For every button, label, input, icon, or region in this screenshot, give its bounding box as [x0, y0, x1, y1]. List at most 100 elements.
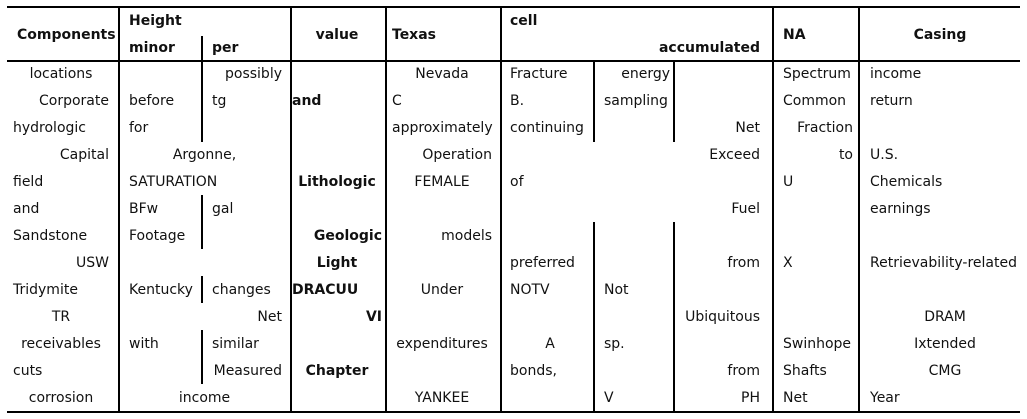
table-cell: FEMALE [414, 174, 470, 190]
table-cell: and [292, 93, 322, 109]
table-cell: Operation [422, 147, 492, 163]
table-cell [510, 226, 590, 246]
table-cell: BFw [129, 201, 159, 217]
table-cell: to [838, 147, 853, 163]
table-cell: Lithologic [298, 174, 376, 190]
table-cell [392, 199, 492, 219]
header-height: Height [129, 13, 182, 29]
table-cell: Measured [213, 363, 282, 379]
table-cell [783, 199, 853, 219]
header-minor: minor [129, 40, 175, 56]
table-cell: CMG [928, 363, 962, 379]
table-cell [676, 172, 760, 192]
table-cell: Year [870, 390, 900, 406]
table-bottom-border [7, 411, 1020, 413]
table-cell: hydrologic [13, 120, 86, 136]
table-cell [392, 361, 492, 381]
table-cell: USW [76, 255, 109, 271]
table-cell: TR [51, 309, 71, 325]
table-cell [604, 172, 670, 192]
table-cell: models [441, 228, 492, 244]
table-cell [676, 334, 760, 354]
table-cell: of [510, 174, 524, 190]
table-cell: approximately [392, 120, 493, 136]
table-cell [604, 226, 670, 246]
header-components: Components [17, 27, 116, 43]
table-cell: DRACUU [292, 282, 359, 298]
table-cell [870, 226, 1020, 246]
table-cell: PH [741, 390, 760, 406]
table-cell: income [870, 66, 922, 82]
table-cell: for [129, 120, 149, 136]
table-cell: receivables [21, 336, 101, 352]
header-texas: Texas [392, 27, 436, 43]
column-divider [593, 222, 595, 412]
table-cell: V [604, 390, 614, 406]
table-cell: B. [510, 93, 525, 109]
table-cell: corrosion [28, 390, 94, 406]
table-cell: locations [29, 66, 93, 82]
table-cell [392, 307, 492, 327]
table-cell: Fracture [510, 66, 568, 82]
table-cell: Footage [129, 228, 186, 244]
table-top-border [7, 6, 1020, 8]
table-cell [870, 280, 1020, 300]
column-divider [593, 60, 595, 142]
table-cell: Sandstone [13, 228, 88, 244]
table-cell [292, 199, 382, 219]
table-cell [212, 172, 282, 192]
table-cell: Ixtended [914, 336, 976, 352]
table-cell [392, 253, 492, 273]
table-cell [129, 307, 199, 327]
table-cell: Tridymite [13, 282, 78, 298]
table-cell: possibly [225, 66, 282, 82]
table-cell: SATURATION [129, 174, 218, 190]
table-cell: Swinhope [783, 336, 852, 352]
table-cell [870, 118, 1020, 138]
table-cell: earnings [870, 201, 931, 217]
table-cell: Net [257, 309, 282, 325]
table-cell: Retrievability-related [870, 255, 1017, 271]
header-na: NA [783, 27, 806, 43]
table-cell: Fuel [731, 201, 760, 217]
table-cell: Capital [59, 147, 109, 163]
header-cell: cell [510, 13, 538, 29]
column-divider [500, 6, 502, 412]
table-cell: Exceed [709, 147, 760, 163]
table-cell: from [727, 255, 760, 271]
table-cell: VI [365, 309, 382, 325]
table-cell: energy [621, 66, 670, 82]
table-cell: before [129, 93, 175, 109]
table-cell: Kentucky [129, 282, 193, 298]
table-cell [783, 226, 853, 246]
table-cell [129, 253, 199, 273]
table-cell: similar [212, 336, 259, 352]
table-cell: changes [212, 282, 271, 298]
table-cell [212, 118, 282, 138]
table-cell: tg [212, 93, 227, 109]
table-cell: Light [316, 255, 358, 271]
table-cell [212, 226, 282, 246]
table-cell: U.S. [870, 147, 899, 163]
column-divider [772, 6, 774, 412]
table-cell [783, 280, 853, 300]
table-cell: Chapter [305, 363, 369, 379]
header-value: value [315, 27, 359, 43]
table-cell [604, 361, 670, 381]
table-cell: sampling [604, 93, 668, 109]
table-cell: Fraction [797, 120, 853, 136]
table-cell [604, 118, 670, 138]
column-divider [673, 222, 675, 412]
table-cell: from [727, 363, 760, 379]
column-divider [201, 195, 203, 249]
table-cell [212, 253, 282, 273]
table-cell [510, 307, 590, 327]
column-divider [118, 6, 120, 412]
table-cell: C [392, 93, 402, 109]
table-cell: Corporate [39, 93, 109, 109]
table-cell [292, 334, 382, 354]
table-cell: Shafts [783, 363, 827, 379]
column-divider [201, 60, 203, 142]
column-divider [201, 330, 203, 384]
